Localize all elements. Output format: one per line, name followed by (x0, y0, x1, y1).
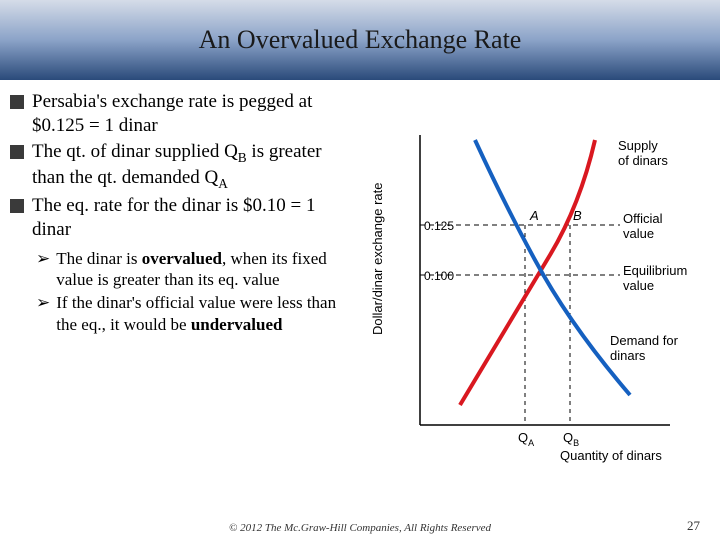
page-number: 27 (687, 518, 700, 534)
sub-bullet-2: ➢ If the dinar's official value were les… (36, 292, 352, 335)
square-bullet-icon (10, 95, 24, 109)
supply-label-2: of dinars (618, 153, 668, 168)
title-bar: An Overvalued Exchange Rate (0, 0, 720, 80)
exchange-rate-chart: Dollar/dinar exchange rate 0.125 0.100 A… (360, 90, 710, 500)
demand-curve (475, 140, 630, 395)
content-area: Persabia's exchange rate is pegged at $0… (0, 80, 720, 500)
sub-bullet-1-text: The dinar is overvalued, when its fixed … (56, 248, 352, 291)
eq-label-2: value (623, 278, 654, 293)
tick-eq: 0.100 (424, 269, 454, 283)
bullet-2: The qt. of dinar supplied QB is greater … (10, 140, 352, 193)
bullet-1: Persabia's exchange rate is pegged at $0… (10, 90, 352, 138)
qa-label: QA (518, 430, 534, 448)
arrow-bullet-icon: ➢ (36, 292, 50, 335)
bullet-3-text: The eq. rate for the dinar is $0.10 = 1 … (32, 194, 352, 242)
demand-label-1: Demand for (610, 333, 679, 348)
bullet-1-text: Persabia's exchange rate is pegged at $0… (32, 90, 352, 138)
sub-bullet-2-text: If the dinar's official value were less … (56, 292, 352, 335)
bullet-3: The eq. rate for the dinar is $0.10 = 1 … (10, 194, 352, 242)
official-label-1: Official (623, 211, 663, 226)
supply-label-1: Supply (618, 138, 658, 153)
copyright-footer: © 2012 The Mc.Graw-Hill Companies, All R… (0, 522, 720, 534)
y-axis-label: Dollar/dinar exchange rate (370, 183, 385, 335)
tick-official: 0.125 (424, 219, 454, 233)
arrow-bullet-icon: ➢ (36, 248, 50, 291)
square-bullet-icon (10, 199, 24, 213)
square-bullet-icon (10, 145, 24, 159)
bullet-2-text: The qt. of dinar supplied QB is greater … (32, 140, 352, 193)
official-label-2: value (623, 226, 654, 241)
supply-curve (460, 140, 595, 405)
eq-label-1: Equilibrium (623, 263, 687, 278)
demand-label-2: dinars (610, 348, 646, 363)
point-b-label: B (573, 208, 582, 223)
chart-area: Dollar/dinar exchange rate 0.125 0.100 A… (360, 90, 710, 500)
sub-bullet-1: ➢ The dinar is overvalued, when its fixe… (36, 248, 352, 291)
bullet-column: Persabia's exchange rate is pegged at $0… (10, 90, 360, 500)
page-title: An Overvalued Exchange Rate (199, 25, 522, 55)
x-axis-label: Quantity of dinars (560, 448, 662, 463)
point-a-label: A (529, 208, 539, 223)
qb-label: QB (563, 430, 579, 448)
